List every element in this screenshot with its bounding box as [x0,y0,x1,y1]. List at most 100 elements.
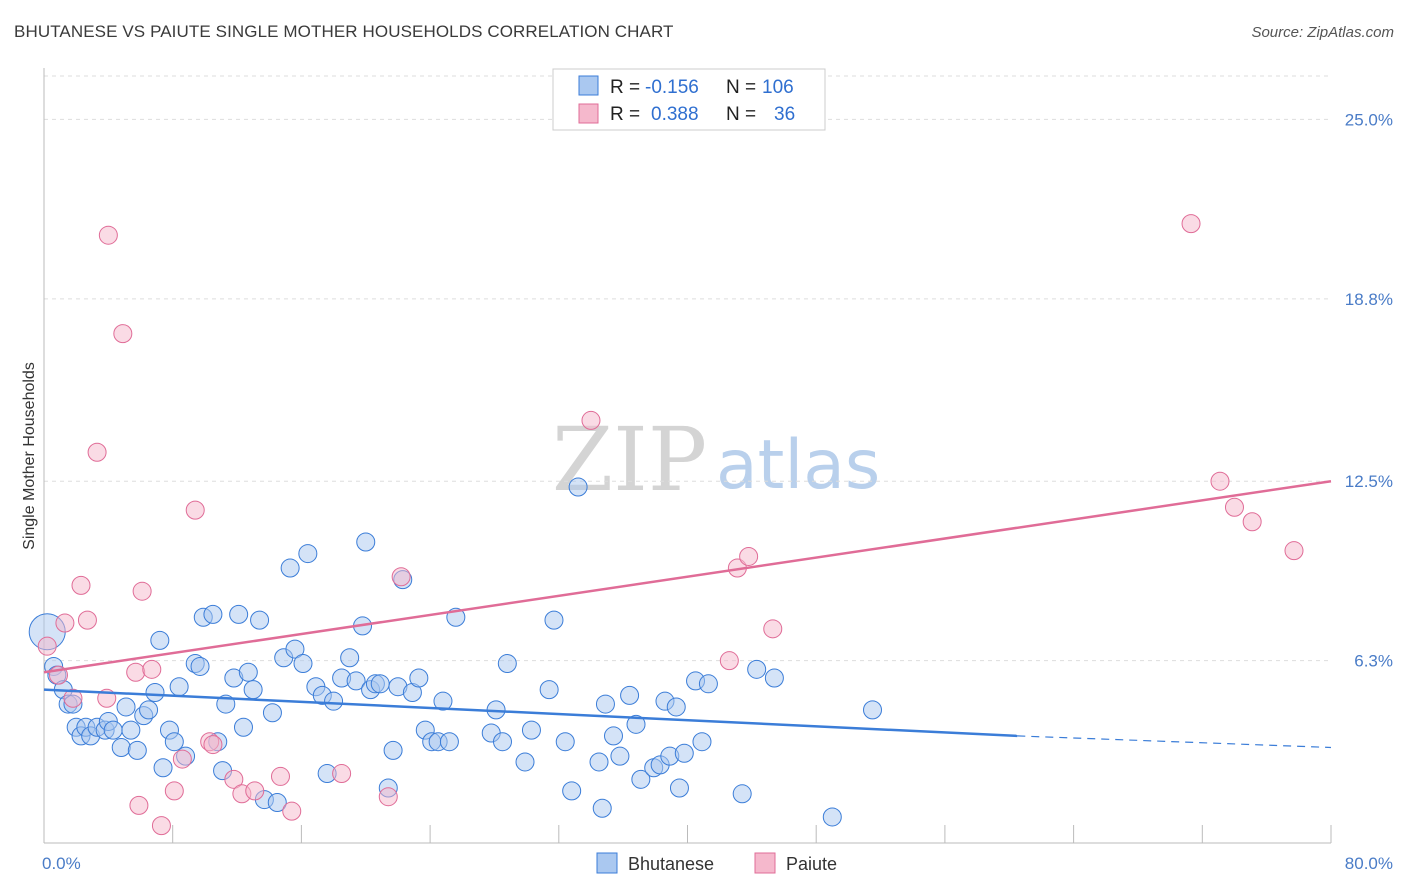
paiute-point [132,581,152,601]
paiute-point [77,610,97,630]
bhutanese-point [103,720,123,740]
paiute-point [129,795,149,815]
bhutanese-point [116,697,136,717]
bhutanese-point [356,532,376,552]
paiute-point [37,636,57,656]
paiute-point [739,546,759,566]
bhutanese-point [262,703,282,723]
watermark: ZIP atlas [552,408,880,511]
y-tick-labels: 6.3% 12.5% 18.8% 25.0% [1345,110,1393,670]
bhutanese-point [521,720,541,740]
y-tick-label: 18.8% [1345,290,1393,309]
bhutanese-trend-extension [1017,735,1332,749]
paiute-point [87,442,107,462]
bottom-legend-swatch-bhutanese [596,852,618,874]
legend-swatch-bhutanese [578,75,599,96]
paiute-point [282,801,302,821]
paiute-point [270,766,290,786]
paiute-point [151,816,171,836]
paiute-point [1210,471,1230,491]
bhutanese-point [592,798,612,818]
paiute-point [164,781,184,801]
bhutanese-point [515,752,535,772]
bhutanese-point [150,630,170,650]
bhutanese-point [674,743,694,763]
paiute-point [763,619,783,639]
bhutanese-point [732,784,752,804]
watermark-atlas: atlas [716,426,880,505]
bhutanese-point [238,662,258,682]
bottom-legend-swatch-paiute [754,852,776,874]
paiute-point [1181,214,1201,234]
bhutanese-point [267,792,287,812]
paiute-point [98,225,118,245]
bottom-legend-label-bhutanese: Bhutanese [628,854,714,874]
bhutanese-point [145,682,165,702]
legend-n-label-paiute: N = [726,104,756,125]
bhutanese-point [409,668,429,688]
bhutanese-point [233,717,253,737]
paiute-trend-line [43,479,1332,674]
paiute-point [1284,541,1304,561]
bhutanese-point [324,691,344,711]
bhutanese-points [28,477,883,827]
bhutanese-point [692,732,712,752]
bhutanese-trend-line [43,688,1018,738]
paiute-point [113,324,133,344]
paiute-points [37,214,1304,836]
bhutanese-point [121,720,141,740]
bhutanese-point [620,685,640,705]
paiute-point [581,410,601,430]
paiute-point [332,764,352,784]
legend-n-value-bhutanese: 106 [762,77,794,98]
bhutanese-point [863,700,883,720]
bhutanese-point [747,659,767,679]
paiute-point [203,735,223,755]
bhutanese-point [497,654,517,674]
paiute-point [71,575,91,595]
bhutanese-point [595,694,615,714]
bhutanese-point [285,639,305,659]
bhutanese-point [589,752,609,772]
source-credit: Source: ZipAtlas.com [1251,24,1394,41]
bhutanese-point [370,674,390,694]
bhutanese-point [669,778,689,798]
trend-lines [43,479,1332,749]
axes [43,68,1332,844]
chart-title: BHUTANESE VS PAIUTE SINGLE MOTHER HOUSEH… [14,22,674,41]
paiute-point [245,781,265,801]
legend-n-value-paiute: 36 [774,104,795,125]
paiute-point [172,749,192,769]
bhutanese-point [603,726,623,746]
bhutanese-point [250,610,270,630]
bhutanese-point [340,648,360,668]
paiute-point [63,688,83,708]
bhutanese-point [555,732,575,752]
bhutanese-point [822,807,842,827]
bhutanese-point [229,604,249,624]
bhutanese-point [631,769,651,789]
paiute-point [142,659,162,679]
y-tick-label: 6.3% [1354,652,1393,671]
bhutanese-point [666,697,686,717]
bottom-legend: Bhutanese Paiute [596,852,837,874]
legend-r-value-bhutanese: -0.156 [645,77,699,98]
bhutanese-point [280,558,300,578]
paiute-point [378,787,398,807]
bhutanese-point [164,732,184,752]
legend-box: R = -0.156 N = 106 R = 0.388 N = 36 [552,68,826,131]
y-tick-label: 12.5% [1345,472,1393,491]
legend-r-label-bhutanese: R = [610,77,640,98]
x-tick-label-max: 80.0% [1345,854,1393,873]
paiute-point [391,567,411,587]
bhutanese-point [610,746,630,766]
bhutanese-point [243,680,263,700]
legend-swatch-paiute [578,103,599,124]
bhutanese-point [433,691,453,711]
legend-n-label-bhutanese: N = [726,77,756,98]
bhutanese-point [203,604,223,624]
bhutanese-point [562,781,582,801]
paiute-point [224,769,244,789]
paiute-point [1242,512,1262,532]
